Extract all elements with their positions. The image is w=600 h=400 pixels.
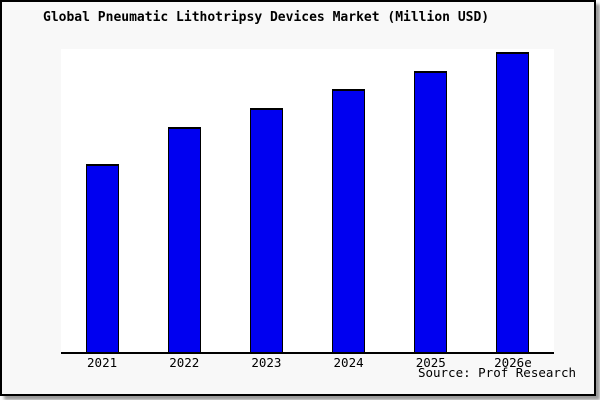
bar-2025 xyxy=(414,70,448,352)
source-credit: Source: Prof Research xyxy=(417,365,576,380)
x-axis-line xyxy=(61,352,554,354)
bar-2022 xyxy=(167,127,201,352)
x-tick-label-2022: 2022 xyxy=(169,355,200,370)
x-tick-label-2023: 2023 xyxy=(251,355,282,370)
chart-title: Global Pneumatic Lithotripsy Devices Mar… xyxy=(43,10,490,25)
bar-2024 xyxy=(332,88,366,352)
plot-area xyxy=(61,49,554,354)
x-tick-label-2024: 2024 xyxy=(333,355,364,370)
bar-2023 xyxy=(249,108,283,352)
x-tick-label-2026e: 2026e xyxy=(494,355,532,370)
bar-2021 xyxy=(85,163,119,352)
x-tick-label-2021: 2021 xyxy=(87,355,118,370)
x-tick-label-2025: 2025 xyxy=(415,355,446,370)
bar-2026e xyxy=(496,52,530,352)
x-axis-labels: 2021 2022 2023 2024 2025 2026e xyxy=(61,355,554,370)
